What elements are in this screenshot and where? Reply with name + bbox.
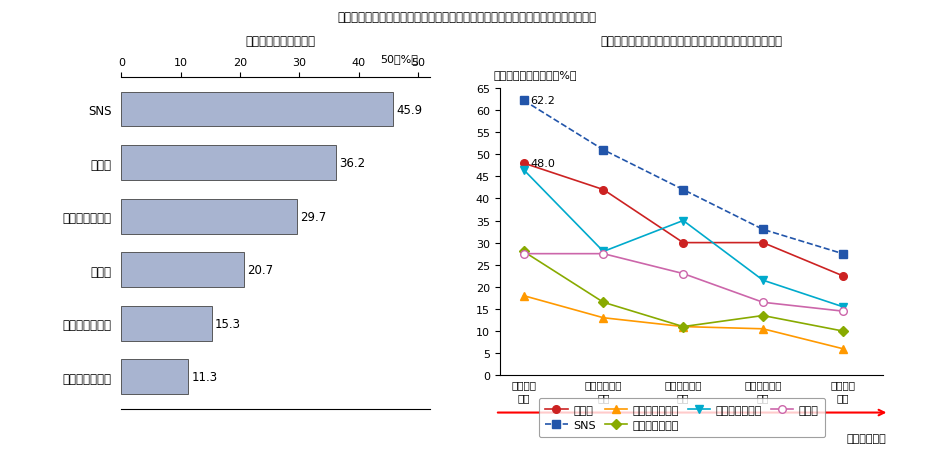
Bar (121, 92, 393, 127)
Text: 62.2: 62.2 (530, 96, 555, 106)
Text: 11.3: 11.3 (191, 370, 218, 384)
Bar (121, 359, 189, 394)
Text: ソーシャルメディアの利用頻度が上がるにつれてオフ会などの経験も高くなる傾向: ソーシャルメディアの利用頻度が上がるにつれてオフ会などの経験も高くなる傾向 (337, 11, 597, 25)
Text: （利用頻度）: （利用頻度） (847, 433, 886, 443)
Text: 20.7: 20.7 (248, 263, 274, 277)
Bar (121, 199, 297, 234)
Text: （オフ会等参加経験）: （オフ会等参加経験） (246, 35, 315, 48)
Text: 50（%）: 50（%） (380, 54, 417, 64)
Text: 48.0: 48.0 (530, 159, 555, 169)
Text: 29.7: 29.7 (301, 210, 327, 223)
Text: （オフ会等参加経験　%）: （オフ会等参加経験 %） (493, 70, 577, 80)
Bar (121, 146, 336, 181)
Bar (121, 306, 212, 341)
Text: 15.3: 15.3 (215, 317, 241, 330)
Legend: ブログ, SNS, 動画共有サイト, 情報共有サイト, マイクロブログ, 掲示板: ブログ, SNS, 動画共有サイト, 情報共有サイト, マイクロブログ, 掲示板 (539, 398, 825, 437)
Bar (121, 253, 244, 288)
Text: 45.9: 45.9 (396, 103, 422, 116)
Text: （ソーシャルメディアの利用頻度とオフ会等の参加経験）: （ソーシャルメディアの利用頻度とオフ会等の参加経験） (601, 35, 782, 48)
Text: 36.2: 36.2 (339, 157, 365, 170)
